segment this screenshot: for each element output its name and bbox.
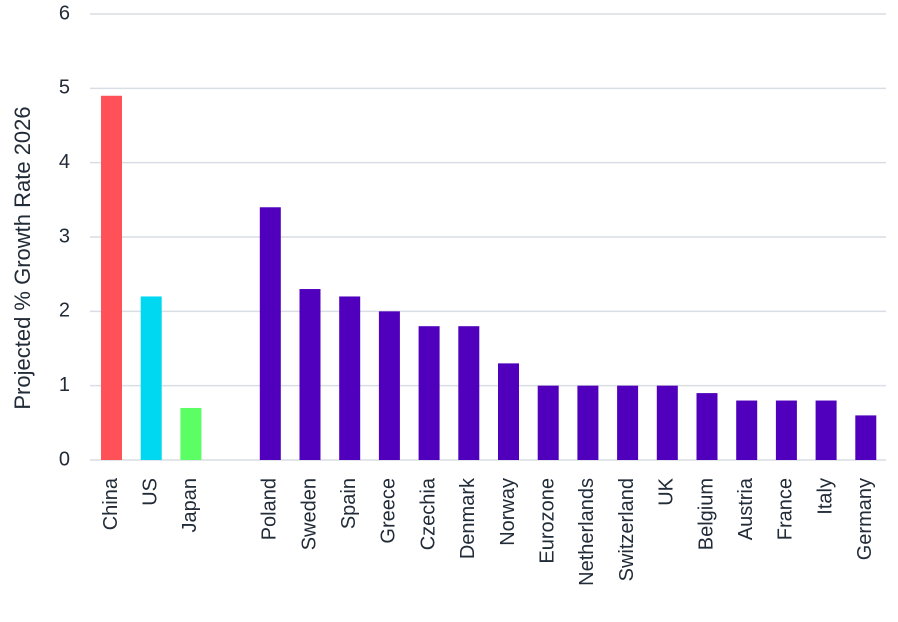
y-ticks: 0 1 2 3 4 5 6 xyxy=(59,2,70,470)
y-tick-label: 0 xyxy=(59,448,70,470)
y-tick-label: 1 xyxy=(59,374,70,396)
x-tick-label-uk: UK xyxy=(656,477,678,505)
x-tick-label-eurozone: Eurozone xyxy=(536,478,558,564)
bar-norway xyxy=(498,363,519,460)
x-tick-label-spain: Spain xyxy=(338,478,360,529)
bar-italy xyxy=(815,400,837,460)
x-tick-label-china: China xyxy=(100,477,122,530)
bar-czechia xyxy=(418,326,440,460)
bar-sweden xyxy=(299,289,321,460)
x-tick-label-greece: Greece xyxy=(378,478,400,544)
x-tick-label-belgium: Belgium xyxy=(695,478,717,550)
x-tick-label-japan: Japan xyxy=(179,478,201,533)
bar-us xyxy=(140,296,162,460)
x-tick-label-sweden: Sweden xyxy=(298,478,320,550)
x-tick-label-germany: Germany xyxy=(854,478,876,560)
bar-china xyxy=(101,95,122,461)
x-tick-label-austria: Austria xyxy=(735,477,757,540)
bar-denmark xyxy=(458,326,480,460)
bar-france xyxy=(775,400,797,460)
bar-uk xyxy=(656,385,678,460)
bar-netherlands xyxy=(577,385,599,460)
bar-japan xyxy=(180,407,202,460)
x-tick-label-switzerland: Switzerland xyxy=(616,478,638,581)
y-tick-label: 2 xyxy=(59,300,70,322)
x-tick-label-czechia: Czechia xyxy=(417,477,439,550)
bar-greece xyxy=(378,311,400,460)
x-ticks: China US Japan Poland Sweden Spain Greece Czech… xyxy=(100,477,876,586)
bar-eurozone xyxy=(537,385,559,460)
bar-switzerland xyxy=(617,385,639,460)
x-tick-label-italy: Italy xyxy=(814,478,836,515)
y-tick-label: 4 xyxy=(59,151,70,173)
x-tick-label-netherlands: Netherlands xyxy=(576,478,598,586)
x-tick-label-poland: Poland xyxy=(259,478,281,540)
y-axis-label: Projected % Growth Rate 2026 xyxy=(10,106,35,409)
y-tick-label: 6 xyxy=(59,2,70,24)
bar-spain xyxy=(339,296,361,460)
bar-germany xyxy=(855,415,877,460)
y-tick-label: 5 xyxy=(59,77,70,99)
gridlines xyxy=(90,13,886,461)
bar-belgium xyxy=(696,393,718,460)
bar-austria xyxy=(736,400,758,460)
x-tick-label-france: France xyxy=(775,478,797,540)
x-tick-label-denmark: Denmark xyxy=(457,477,479,559)
bars xyxy=(101,95,877,461)
y-tick-label: 3 xyxy=(59,225,70,247)
x-tick-label-norway: Norway xyxy=(497,478,519,546)
bar-poland xyxy=(259,207,281,460)
x-tick-label-us: US xyxy=(139,478,161,506)
